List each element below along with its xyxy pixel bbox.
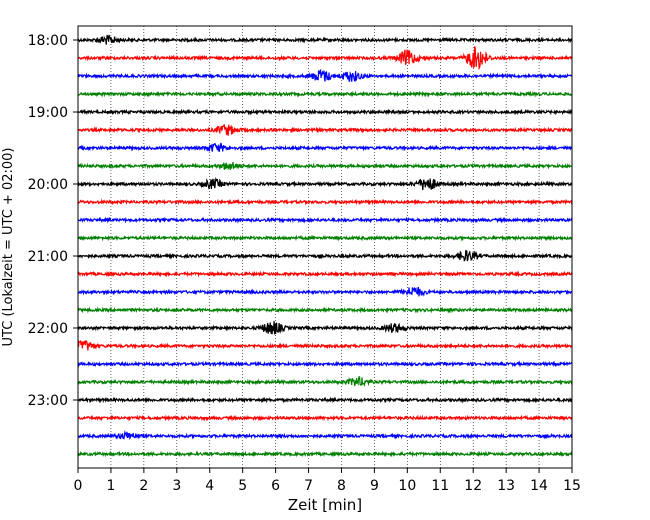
y-tick-label: 22:00 — [28, 321, 68, 337]
x-tick-label: 6 — [271, 478, 280, 494]
y-tick-label: 21:00 — [28, 249, 68, 265]
trace-1930 — [77, 142, 573, 152]
y-tick-label: 20:00 — [28, 177, 68, 193]
x-tick-label: 10 — [398, 478, 416, 494]
x-tick-label: 9 — [370, 478, 379, 494]
plot-frame — [77, 25, 573, 469]
trace-1830 — [77, 68, 573, 83]
trace-1915 — [77, 124, 573, 136]
x-tick-label: 11 — [431, 478, 449, 494]
x-tick-label: 12 — [464, 478, 482, 494]
trace-2345 — [77, 450, 573, 458]
trace-1815 — [77, 46, 573, 71]
x-tick-label: 8 — [337, 478, 346, 494]
x-tick-label: 4 — [205, 478, 214, 494]
trace-2100 — [77, 250, 573, 262]
x-tick-label: 13 — [497, 478, 515, 494]
trace-2245 — [77, 375, 573, 388]
y-tick-label: 23:00 — [28, 393, 68, 409]
trace-2300 — [77, 396, 573, 404]
trace-2200 — [77, 320, 573, 335]
trace-2030 — [77, 216, 573, 224]
x-tick-label: 2 — [139, 478, 148, 494]
trace-1900 — [77, 108, 573, 116]
x-axis-ticks: 0 1 2 3 4 5 6 7 8 9 10 11 12 13 14 15 — [74, 468, 581, 494]
trace-1945 — [77, 161, 573, 171]
trace-2145 — [77, 306, 573, 314]
trace-2315 — [77, 414, 573, 422]
x-axis-label: Zeit [min] — [288, 496, 362, 514]
trace-2045 — [77, 234, 573, 242]
trace-2000 — [77, 177, 573, 191]
y-axis-ticks: 18:00 19:00 20:00 21:00 22:00 23:00 — [28, 33, 78, 409]
x-tick-label: 1 — [106, 478, 115, 494]
trace-2115 — [77, 270, 573, 278]
y-tick-label: 19:00 — [28, 105, 68, 121]
x-tick-label: 7 — [304, 478, 313, 494]
x-tick-label: 15 — [563, 478, 581, 494]
x-tick-label: 3 — [172, 478, 181, 494]
y-tick-label: 18:00 — [28, 33, 68, 49]
x-tick-label: 5 — [238, 478, 247, 494]
trace-2330 — [77, 430, 573, 441]
y-axis-label: UTC (Lokalzeit = UTC + 02:00) — [1, 148, 16, 347]
trace-2015 — [77, 198, 573, 206]
trace-2230 — [77, 360, 573, 368]
trace-2215 — [77, 339, 573, 351]
seismic-traces — [77, 34, 573, 458]
x-tick-label: 14 — [530, 478, 548, 494]
trace-1845 — [77, 90, 573, 98]
x-tick-label: 0 — [74, 478, 83, 494]
trace-1800 — [77, 34, 573, 45]
trace-2130 — [77, 286, 573, 297]
